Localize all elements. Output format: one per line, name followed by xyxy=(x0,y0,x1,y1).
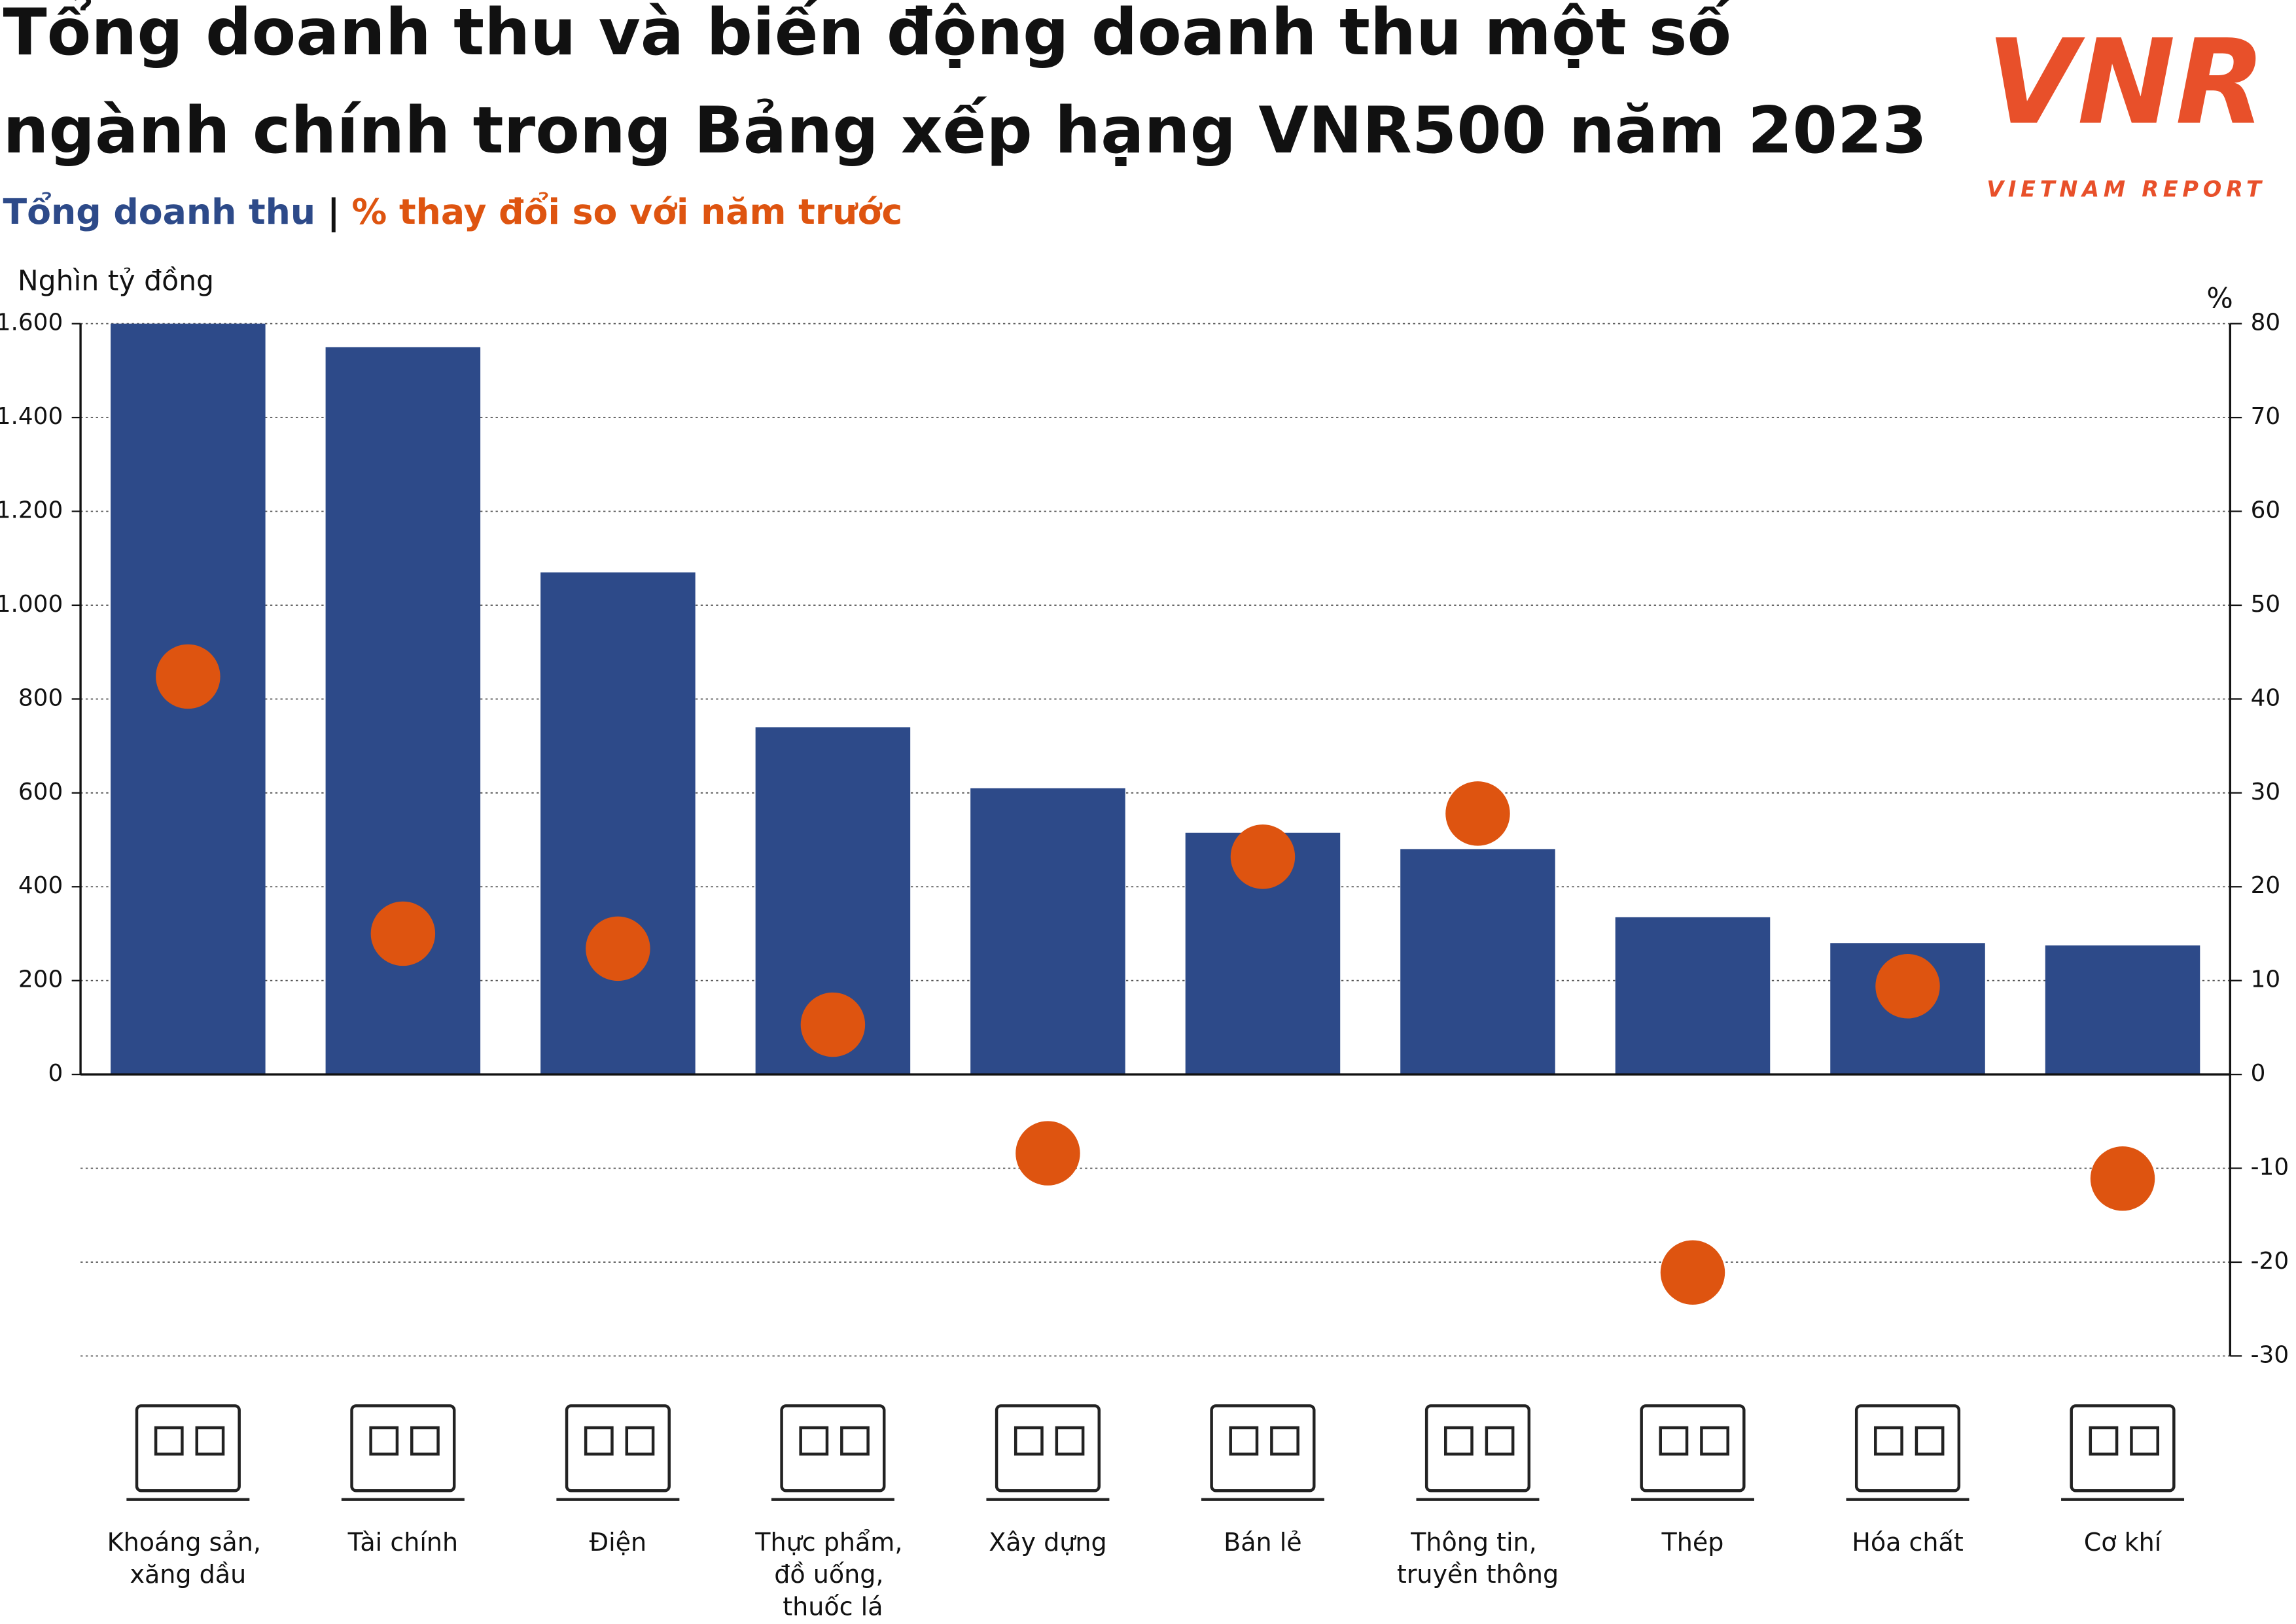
y2-axis-label: % xyxy=(2206,283,2233,315)
dot xyxy=(1660,1240,1725,1305)
legend-entry: % thay đổi so với năm trước xyxy=(352,190,903,232)
y-tick-label: 0 xyxy=(48,1060,63,1087)
x-tick-label: Xây dựng xyxy=(989,1527,1106,1556)
dot xyxy=(1016,1121,1080,1186)
y-tick-label: 1.000 xyxy=(0,591,63,618)
y-tick-label: 400 xyxy=(18,872,63,899)
y2-tick-label: 60 xyxy=(2251,497,2281,524)
y2-tick-label: 50 xyxy=(2251,591,2281,618)
y2-tick-label: 30 xyxy=(2251,779,2281,805)
dot xyxy=(1445,781,1510,846)
category-icon xyxy=(1631,1404,1754,1501)
category-icon xyxy=(1846,1404,1969,1501)
x-tick-label: Thông tin, truyền thông xyxy=(1397,1527,1559,1588)
bar xyxy=(2045,945,2200,1075)
y2-tick-label: 10 xyxy=(2251,966,2281,993)
separator: | xyxy=(327,190,340,232)
y2-tick-label: 0 xyxy=(2251,1060,2266,1087)
category-icon xyxy=(1201,1404,1324,1501)
logo-text: VIETNAM REPORT xyxy=(1987,177,2265,202)
x-tick-label: Tài chính xyxy=(347,1527,459,1556)
x-tick-label: Bán lẻ xyxy=(1224,1527,1302,1556)
dot xyxy=(800,992,866,1057)
y-tick-label: 1.400 xyxy=(0,403,63,430)
y2-tick-label: 80 xyxy=(2251,309,2281,336)
category-icon xyxy=(771,1404,894,1501)
y-tick-label: 1.600 xyxy=(0,309,63,336)
y2-tick-label: 20 xyxy=(2251,872,2281,899)
dot xyxy=(370,901,436,966)
dot xyxy=(586,916,650,981)
dot xyxy=(1875,954,1940,1019)
title-line: ngành chính trong Bảng xếp hạng VNR500 n… xyxy=(3,94,1927,168)
y-axis-label: Nghìn tỷ đồng xyxy=(18,266,214,298)
category-icon xyxy=(986,1404,1110,1501)
y-tick-label: 1.200 xyxy=(0,497,63,524)
x-tick-label: Điện xyxy=(590,1527,647,1556)
dot xyxy=(156,644,221,709)
legend-entry: Tổng doanh thu xyxy=(3,190,315,232)
x-tick-label: Khoáng sản, xăng dầu xyxy=(107,1527,269,1588)
bar xyxy=(970,788,1125,1075)
dot xyxy=(2090,1146,2155,1211)
logo-mark: VNR xyxy=(1987,15,2265,151)
category-icon xyxy=(1416,1404,1540,1501)
title-line: Tổng doanh thu và biến động doanh thu mộ… xyxy=(3,0,1731,70)
y2-tick-label: -10 xyxy=(2251,1154,2289,1181)
y-tick-label: 800 xyxy=(18,684,63,711)
y2-tick-label: 40 xyxy=(2251,684,2281,711)
category-icon xyxy=(556,1404,680,1501)
bar xyxy=(1400,849,1555,1075)
y-tick-label: 600 xyxy=(18,779,63,805)
y2-tick-label: 70 xyxy=(2251,403,2281,430)
y2-tick-label: -20 xyxy=(2251,1248,2289,1275)
subtitle: Tổng doanh thu | % thay đổi so với năm trư… xyxy=(3,190,902,232)
category-icon xyxy=(126,1404,250,1501)
x-tick-label: Thép xyxy=(1661,1527,1724,1556)
y-tick-label: 200 xyxy=(18,966,63,993)
x-tick-label: Cơ khí xyxy=(2084,1527,2163,1556)
bar xyxy=(540,572,696,1075)
x-tick-label: Hóa chất xyxy=(1852,1527,1964,1556)
y2-tick-label: -30 xyxy=(2251,1341,2289,1368)
x-tick-label: Thực phẩm, đồ uống, thuốc lá xyxy=(754,1527,910,1620)
category-icon xyxy=(341,1404,465,1501)
dot xyxy=(1230,824,1296,889)
category-icon xyxy=(2061,1404,2185,1501)
bar xyxy=(1615,917,1771,1075)
